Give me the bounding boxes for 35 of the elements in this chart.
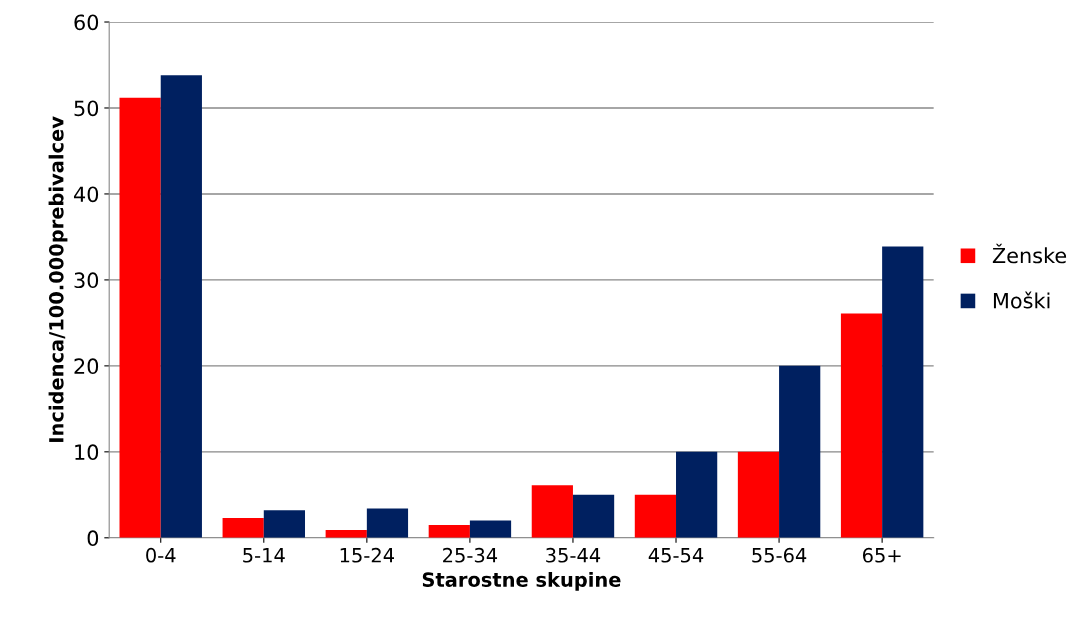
bar	[572, 494, 615, 538]
y-tick-label: 40	[73, 186, 99, 203]
x-tick-label: 5-14	[243, 548, 285, 563]
x-tick-label: 35-44	[546, 547, 601, 563]
y-axis-title: Incidenca/100.000prebivalcev	[48, 116, 68, 442]
bar	[325, 530, 367, 538]
bar	[428, 524, 470, 538]
bar	[779, 365, 821, 538]
y-tick-label: 60	[74, 14, 99, 31]
bar	[840, 313, 883, 538]
bar	[737, 451, 780, 538]
x-tick-label: 55-64	[752, 547, 807, 563]
y-tick-label: 20	[74, 358, 99, 375]
bar	[263, 510, 306, 538]
y-tick-label: 50	[74, 100, 99, 117]
x-tick-label: 65+	[862, 547, 901, 563]
bar	[119, 97, 161, 538]
x-axis-title: Starostne skupine	[422, 571, 621, 591]
bar	[160, 75, 202, 538]
bar	[882, 246, 924, 538]
legend-label: Ženske	[992, 243, 1067, 264]
y-tick-label: 10	[75, 444, 99, 461]
y-tick-label: 30	[74, 272, 99, 289]
bar	[531, 485, 573, 538]
bar	[634, 494, 677, 538]
x-tick-label: 25-34	[443, 547, 498, 563]
bar	[366, 508, 409, 538]
bar	[676, 451, 718, 538]
legend-label: Moški	[993, 291, 1050, 309]
y-tick-label: 0	[87, 530, 99, 547]
x-tick-label: 15-24	[340, 547, 394, 563]
x-tick-label: 45-54	[648, 548, 704, 563]
x-tick-label: 0-4	[146, 547, 176, 563]
bar	[222, 518, 264, 538]
bar	[469, 520, 512, 538]
